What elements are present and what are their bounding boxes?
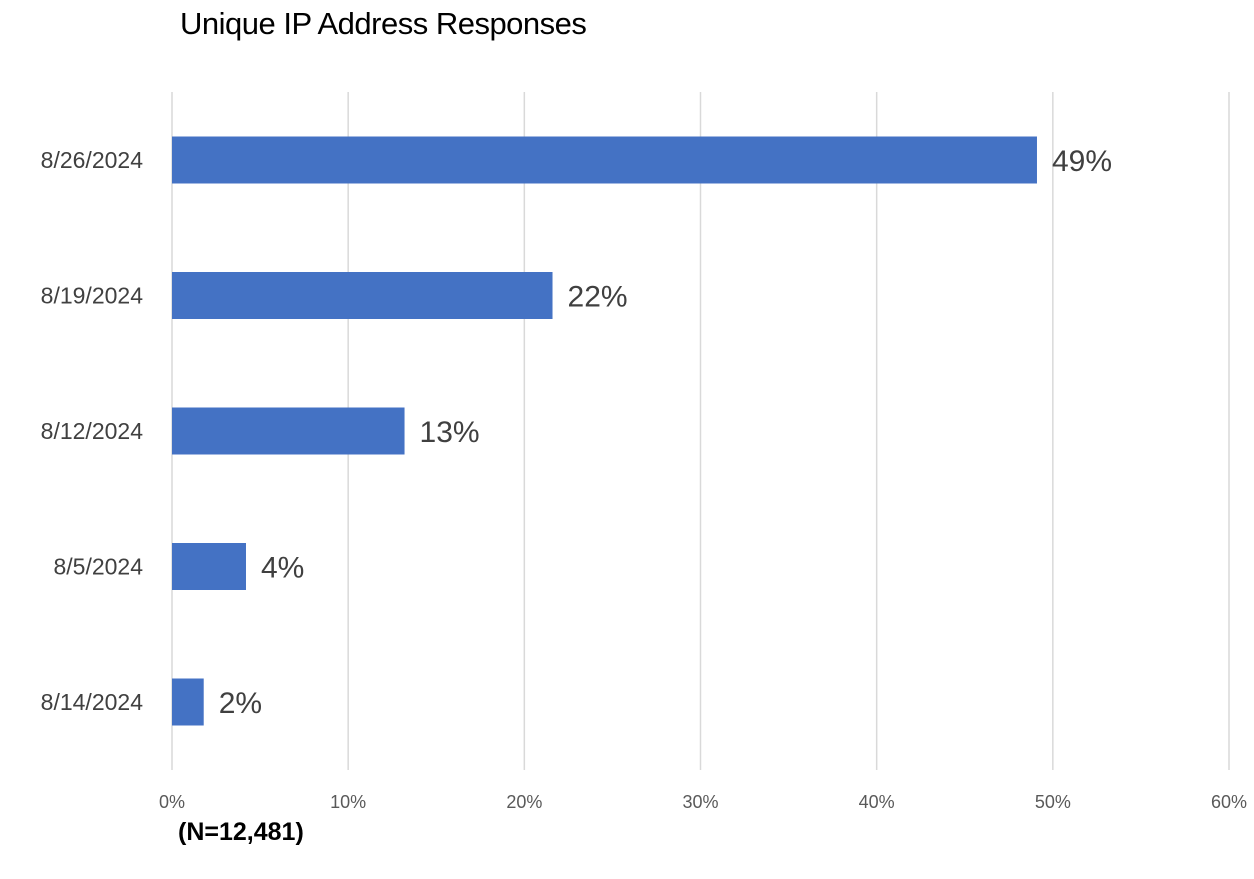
sample-size-note: (N=12,481) [178, 818, 304, 846]
bar [172, 678, 204, 726]
data-label: 49% [1052, 145, 1112, 178]
x-tick-label: 60% [1211, 792, 1247, 812]
bar [172, 407, 405, 455]
chart-title: Unique IP Address Responses [180, 6, 587, 41]
data-label: 22% [568, 281, 628, 314]
data-label: 2% [219, 687, 262, 720]
x-tick-label: 40% [859, 792, 895, 812]
bar [172, 543, 246, 590]
bar [172, 272, 553, 319]
bar [172, 136, 1037, 184]
category-label: 8/26/2024 [41, 147, 144, 173]
data-label: 13% [420, 416, 480, 449]
category-label: 8/5/2024 [53, 554, 143, 580]
labels: 0% 10% 20% 30% 40% 50% 60% 8/26/2024 49% 8/19/202… [41, 145, 1247, 812]
x-tick-label: 0% [159, 792, 185, 812]
bars [172, 136, 1037, 726]
x-tick-label: 50% [1035, 792, 1071, 812]
category-label: 8/19/2024 [41, 283, 144, 309]
x-tick-label: 10% [330, 792, 366, 812]
category-label: 8/12/2024 [41, 418, 144, 444]
category-label: 8/14/2024 [41, 689, 144, 715]
data-label: 4% [261, 552, 304, 585]
x-tick-label: 30% [682, 792, 718, 812]
x-tick-label: 20% [506, 792, 542, 812]
